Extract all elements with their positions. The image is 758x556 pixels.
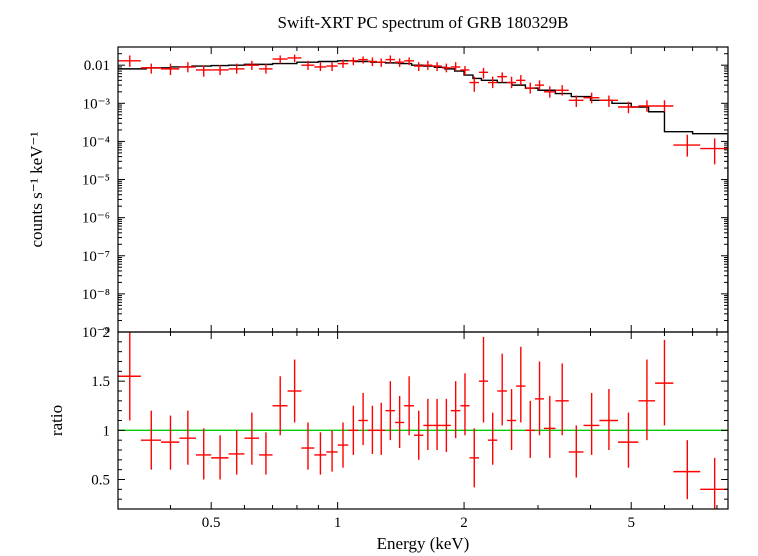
top-panel-content <box>118 55 728 332</box>
y-tick-label-top: 10⁻³ <box>83 96 111 112</box>
y-tick-label-top: 10⁻⁵ <box>82 173 110 189</box>
y-tick-label-bot: 1.5 <box>91 374 110 390</box>
y-tick-label-top: 10⁻⁴ <box>82 134 110 150</box>
y-tick-label-bot: 2 <box>103 325 111 341</box>
bottom-panel-frame <box>118 332 728 509</box>
chart-title: Swift-XRT PC spectrum of GRB 180329B <box>278 13 569 32</box>
spectrum-figure: 0.512510⁻⁹10⁻⁸10⁻⁷10⁻⁶10⁻⁵10⁻⁴10⁻³0.010.… <box>0 0 758 556</box>
y-tick-label-bot: 0.5 <box>91 473 110 489</box>
y-tick-label-top: 10⁻⁶ <box>82 211 110 227</box>
y-tick-label-bot: 1 <box>103 423 111 439</box>
x-tick-label: 1 <box>334 515 342 531</box>
y-axis-label-top: counts s⁻¹ keV⁻¹ <box>27 132 46 248</box>
y-axis-label-bottom: ratio <box>47 405 66 436</box>
x-tick-label: 2 <box>460 515 468 531</box>
bottom-panel-content <box>118 332 728 509</box>
plot-svg: 0.512510⁻⁹10⁻⁸10⁻⁷10⁻⁶10⁻⁵10⁻⁴10⁻³0.010.… <box>0 0 758 556</box>
x-tick-label: 0.5 <box>202 515 221 531</box>
y-tick-label-top: 0.01 <box>84 58 110 74</box>
top-panel-frame <box>118 47 728 332</box>
y-tick-label-top: 10⁻⁷ <box>82 249 110 265</box>
x-axis-label: Energy (keV) <box>377 534 470 553</box>
y-tick-label-top: 10⁻⁸ <box>82 287 110 303</box>
x-tick-label: 5 <box>627 515 635 531</box>
model-line <box>118 61 728 332</box>
